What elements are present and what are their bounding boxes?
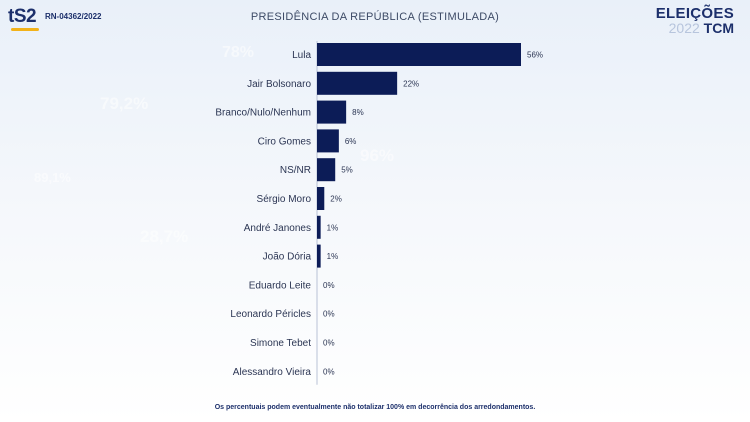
chart-title: PRESIDÊNCIA DA REPÚBLICA (ESTIMULADA) [250, 11, 500, 23]
value-label: 8% [352, 108, 364, 117]
footnote: Os percentuais podem eventualmente não t… [214, 404, 536, 411]
brand-line1: ELEIÇÕES [655, 5, 734, 22]
brand-name: TCM [703, 20, 734, 36]
category-label: Ciro Gomes [258, 136, 311, 147]
logo: tS2 [8, 6, 39, 31]
bar [317, 158, 336, 182]
brand-year: 2022 [668, 20, 700, 36]
value-label: 0% [323, 281, 335, 290]
bar [317, 100, 347, 124]
bar [317, 244, 321, 268]
category-label: André Janones [244, 223, 311, 234]
logo-text: tS2 [8, 6, 37, 27]
brand-logo: ELEIÇÕES 2022 TCM [656, 6, 734, 36]
category-label: Lula [292, 50, 311, 61]
category-label: NS/NR [280, 165, 311, 176]
value-label: 2% [330, 195, 342, 204]
category-label: Sérgio Moro [257, 194, 312, 205]
header: tS2 RN-04362/2022 PRESIDÊNCIA DA REPÚBLI… [0, 0, 750, 40]
registration-number: RN-04362/2022 [45, 12, 102, 21]
category-label: Leonardo Péricles [230, 309, 311, 320]
category-label: Jair Bolsonaro [247, 79, 311, 90]
brand-line2: 2022 TCM [656, 21, 734, 36]
value-label: 1% [327, 252, 339, 261]
bar [317, 187, 325, 210]
category-label: Eduardo Leite [249, 280, 312, 291]
value-label: 22% [403, 79, 419, 88]
category-label: Simone Tebet [250, 338, 311, 349]
category-label: Branco/Nulo/Nenhum [215, 108, 311, 119]
value-label: 6% [345, 137, 357, 146]
logo-accent [11, 28, 39, 31]
bar [317, 43, 521, 66]
category-label: Alessandro Vieira [233, 367, 312, 378]
value-label: 1% [327, 223, 339, 232]
category-label: João Dória [263, 252, 312, 263]
value-label: 0% [323, 310, 335, 319]
bar [317, 215, 321, 239]
value-label: 56% [527, 51, 543, 60]
value-label: 0% [323, 339, 335, 348]
bar [317, 71, 398, 95]
bar-chart: Lula 56% Jair Bolsonaro 22% Branco/Nulo/Nenh… [215, 41, 543, 385]
bar [317, 129, 339, 153]
value-label: 5% [341, 166, 353, 175]
value-label: 0% [323, 367, 335, 376]
